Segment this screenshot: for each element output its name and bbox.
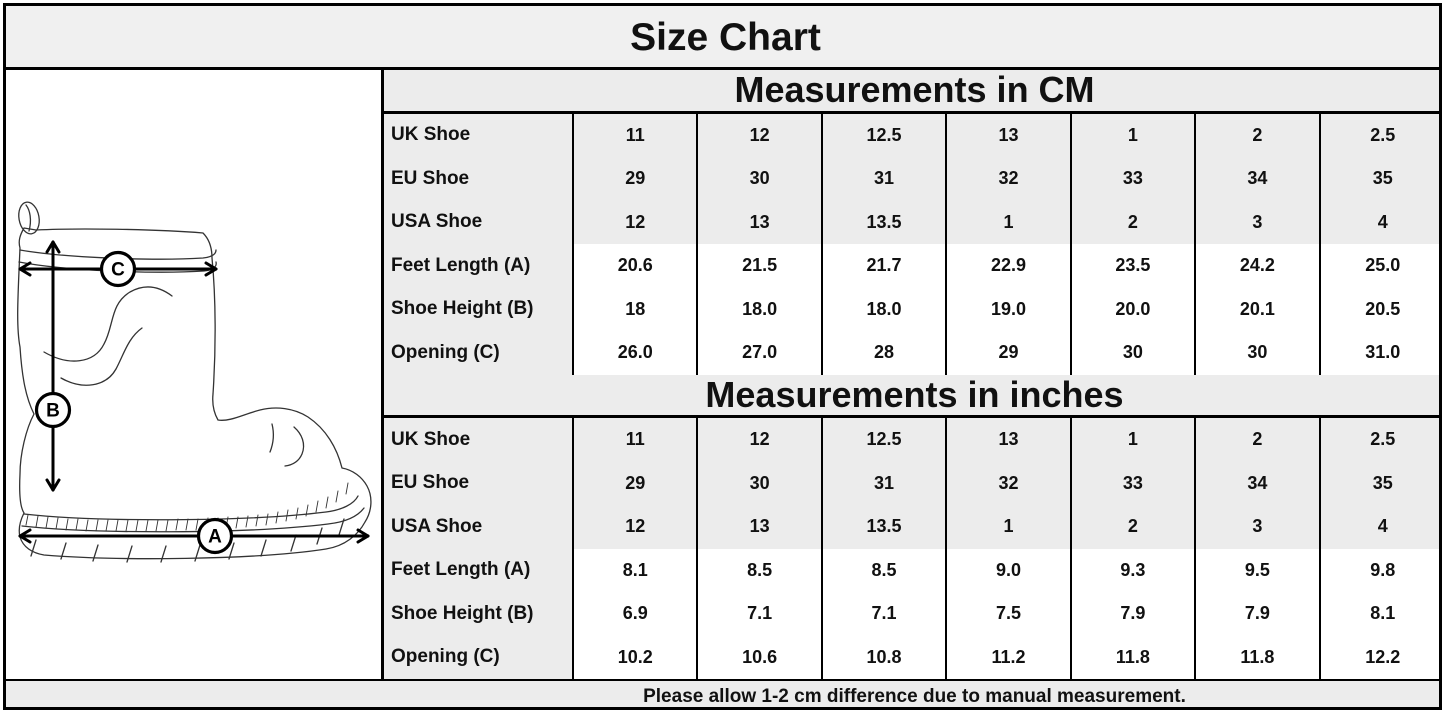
svg-text:A: A xyxy=(208,527,222,548)
svg-text:B: B xyxy=(46,401,60,422)
svg-text:C: C xyxy=(111,260,125,281)
